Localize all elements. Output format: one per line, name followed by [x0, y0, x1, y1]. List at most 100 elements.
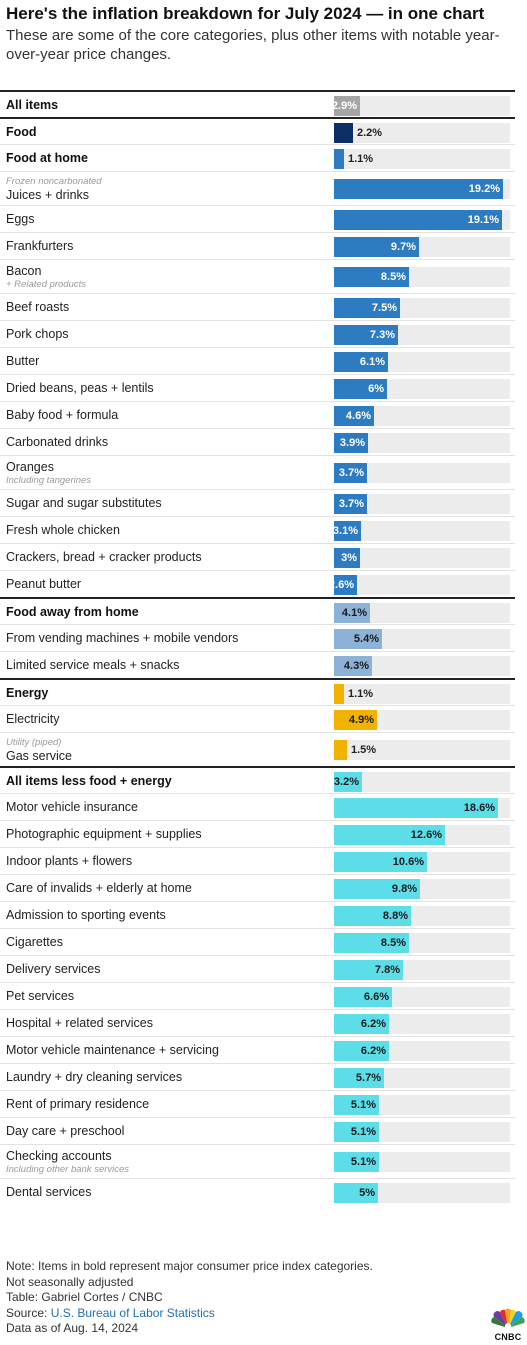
page-subtitle: These are some of the core categories, p… [6, 27, 500, 63]
footer-note-seasonal: Not seasonally adjusted [6, 1274, 134, 1289]
row-label: Carbonated drinks [6, 435, 315, 450]
bar-track: 5.1% [334, 1095, 510, 1115]
row-label: Beef roasts [6, 300, 315, 315]
row-label-text: Day care + preschool [6, 1124, 125, 1138]
table-row: Baby food + formula 4.6% [0, 401, 515, 429]
row-label: Energy [6, 686, 315, 701]
row-label: Motor vehicle insurance [6, 800, 315, 815]
bar [334, 1041, 389, 1061]
row-label: Utility (piped) Gas service [6, 737, 315, 764]
bar-track: 4.6% [334, 406, 510, 426]
table-credit: Table: Gabriel Cortes / CNBC [6, 1290, 163, 1304]
bar [334, 237, 419, 257]
table-row: Frankfurters 9.7% [0, 232, 515, 260]
row-label: Laundry + dry cleaning services [6, 1070, 315, 1085]
bar-value-label: 2.6% [328, 579, 354, 591]
table-row: Delivery services 7.8% [0, 955, 515, 983]
row-label-text: Oranges [6, 460, 54, 474]
bar [334, 798, 498, 818]
bar-track: 5.1% [334, 1152, 510, 1172]
bar [334, 1183, 378, 1203]
row-label: Food [6, 125, 315, 140]
bar-track: 1.1% [334, 684, 510, 704]
bar-track: 9.7% [334, 237, 510, 257]
row-label: Day care + preschool [6, 1124, 315, 1139]
bar [334, 575, 357, 595]
row-label-text: From vending machines + mobile vendors [6, 631, 239, 645]
bar-track: 6.2% [334, 1041, 510, 1061]
bar [334, 879, 420, 899]
bar-track: 2.9% [332, 96, 510, 116]
table-row: Day care + preschool 5.1% [0, 1117, 515, 1145]
bar-track: 10.6% [334, 852, 510, 872]
row-label: Oranges Including tangerines [6, 460, 315, 487]
table-row: Oranges Including tangerines 3.7% [0, 455, 515, 490]
bar-track: 1.1% [334, 149, 510, 169]
source-link[interactable]: U.S. Bureau of Labor Statistics [50, 1305, 215, 1320]
row-label-text: Fresh whole chicken [6, 523, 120, 537]
row-label-text: Electricity [6, 712, 60, 726]
bar [334, 179, 503, 199]
bar-value-label: 9.7% [390, 241, 416, 253]
bar-value-label: 3.1% [332, 525, 358, 537]
bar [334, 379, 387, 399]
bar-value-label: 4.3% [343, 660, 369, 672]
cnbc-logo: CNBC [491, 1308, 525, 1342]
table-row: Cigarettes 8.5% [0, 928, 515, 956]
bar-value-label: 7.3% [369, 329, 395, 341]
row-label: Dental services [6, 1185, 315, 1200]
bar-value-label: 7.8% [374, 964, 400, 976]
bar-track: 3.2% [334, 772, 510, 792]
row-label-text: Food [6, 125, 37, 139]
bar-track: 4.3% [334, 656, 510, 676]
bar-track: 7.5% [334, 298, 510, 318]
row-label: Care of invalids + elderly at home [6, 881, 315, 896]
bar-value-label: 3.9% [339, 437, 365, 449]
table-row: Admission to sporting events 8.8% [0, 901, 515, 929]
table-row: Motor vehicle maintenance + servicing 6.2… [0, 1036, 515, 1064]
bar-track: 3.1% [332, 521, 510, 541]
bar-value-label: 5.1% [350, 1099, 376, 1111]
bar-value-label: 6.2% [360, 1045, 386, 1057]
bar-value-label: 6.6% [363, 991, 389, 1003]
bar-value-label: 1.5% [351, 744, 377, 756]
bar [334, 960, 403, 980]
bar [334, 772, 362, 792]
bar [334, 825, 445, 845]
bar-value-label: 5.4% [353, 633, 379, 645]
bar [334, 463, 367, 483]
row-label: Baby food + formula [6, 408, 315, 423]
bar-value-label: 4.1% [341, 607, 367, 619]
table-row: Care of invalids + elderly at home 9.8% [0, 874, 515, 902]
bar-value-label: 6% [368, 383, 384, 395]
bar [334, 656, 372, 676]
bar-value-label: 19.2% [468, 183, 500, 195]
bar-track: 8.5% [334, 267, 510, 287]
table-row: Peanut butter 2.6% [0, 570, 515, 598]
cnbc-logo-text: CNBC [494, 1332, 522, 1342]
bar-track: 7.8% [334, 960, 510, 980]
row-label: Photographic equipment + supplies [6, 827, 315, 842]
bar-track: 1.5% [334, 740, 510, 760]
bar [334, 987, 392, 1007]
row-label: Dried beans, peas + lentils [6, 381, 315, 396]
bar [334, 1068, 384, 1088]
bar-track: 6.6% [334, 987, 510, 1007]
bar-value-label: 1.1% [348, 153, 374, 165]
table-row: Motor vehicle insurance 18.6% [0, 793, 515, 821]
row-label-text: All items [6, 98, 59, 112]
bar [334, 325, 398, 345]
row-label: From vending machines + mobile vendors [6, 631, 315, 646]
row-label: Food away from home [6, 605, 315, 620]
row-label-text: Carbonated drinks [6, 435, 109, 449]
bar-value-label: 5.1% [350, 1156, 376, 1168]
table-row: Food 2.2% [0, 117, 515, 146]
table-row: Food away from home 4.1% [0, 597, 515, 626]
row-note: + Related products [6, 279, 87, 290]
bar [334, 906, 411, 926]
source-prefix: Source: [6, 1305, 51, 1320]
row-label: Butter [6, 354, 315, 369]
table-row: Beef roasts 7.5% [0, 293, 515, 321]
row-label-text: Cigarettes [6, 935, 63, 949]
table-row: Fresh whole chicken 3.1% [0, 516, 515, 544]
